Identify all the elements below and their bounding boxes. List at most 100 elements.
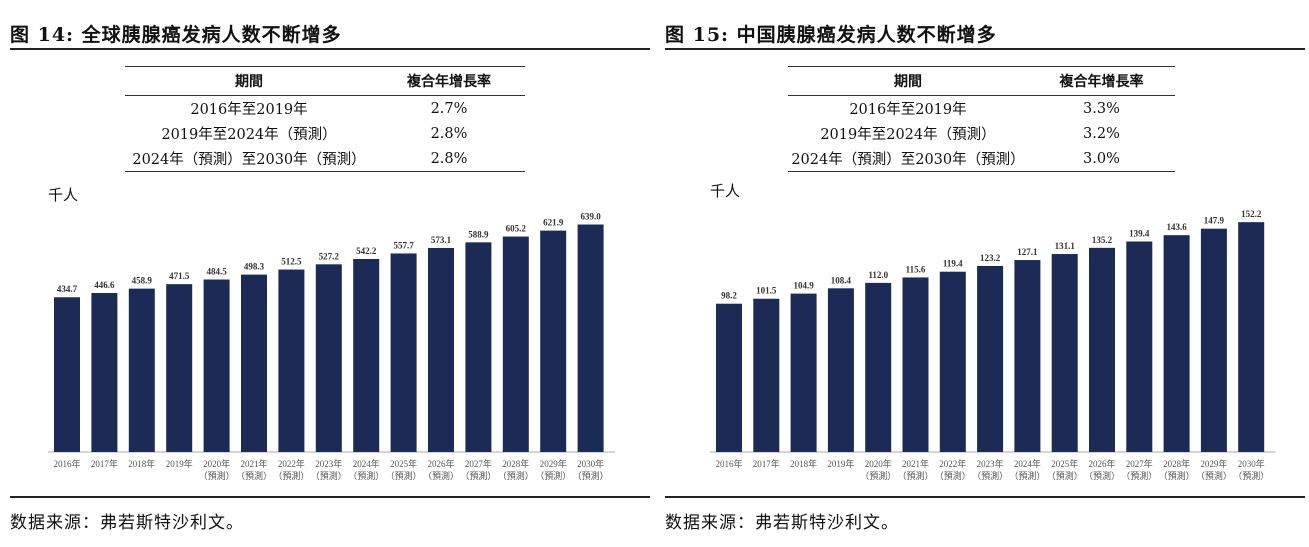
x-tick-label: 2029年 [540, 458, 567, 469]
cell: 2016年至2019年 [849, 102, 967, 118]
data-label: 108.4 [831, 275, 852, 285]
x-tick-label: 2024年 [353, 458, 380, 469]
x-tick-note: （預測） [935, 470, 971, 481]
x-tick-label: 2022年 [278, 458, 305, 469]
data-label: 143.6 [1166, 222, 1187, 232]
figure-title: 图 15: 中国胰腺癌发病人数不断增多 [665, 24, 997, 46]
x-tick-label: 2023年 [315, 458, 342, 469]
data-label: 498.3 [244, 262, 265, 272]
cell: 3.0% [1027, 146, 1175, 172]
bar [128, 288, 155, 452]
bar [540, 230, 567, 452]
bar [315, 264, 342, 452]
x-tick-note: （預測） [311, 470, 347, 481]
bar [939, 271, 966, 452]
x-tick-note: （預測） [1159, 470, 1195, 481]
x-tick-note: （預測） [1121, 470, 1157, 481]
x-tick-note: （預測） [1047, 470, 1083, 481]
x-tick-note: （預測） [386, 470, 422, 481]
bar [1238, 222, 1265, 452]
x-tick-label: 2016年 [715, 458, 742, 469]
bar [91, 293, 118, 452]
cell: 2024年（預測）至2030年（預測） [125, 146, 373, 172]
bar-chart: 98.2 2016年 101.5 2017年 104.9 2018年 108.4 2019年 1… [710, 209, 1276, 481]
col-header: 期間 [788, 66, 1028, 96]
x-tick-label: 2018年 [128, 458, 155, 469]
data-label: 639.0 [580, 212, 601, 222]
data-label: 115.6 [906, 264, 926, 274]
cell: 2.8% [430, 125, 468, 142]
data-label: 123.2 [980, 253, 1001, 263]
col-header: 複合年增長率 [373, 66, 525, 96]
figure-15: 图 15: 中国胰腺癌发病人数不断增多 期間 複合年增長率 2016年至2019年… [665, 0, 1305, 547]
x-tick-label: 2025年 [1051, 458, 1078, 469]
x-tick-label: 2020年 [865, 458, 892, 469]
bar [166, 284, 193, 452]
bar [1200, 228, 1227, 452]
bar [716, 303, 742, 452]
data-label: 147.9 [1204, 216, 1225, 226]
bar [902, 277, 929, 452]
bar [1014, 260, 1041, 452]
bar [753, 298, 780, 452]
data-label: 542.2 [356, 246, 377, 256]
bar [827, 288, 854, 452]
cell: 2016年至2019年 [190, 102, 308, 118]
x-tick-label: 2019年 [166, 458, 193, 469]
figure-title: 图 14: 全球胰腺癌发病人数不断增多 [10, 24, 342, 46]
figure-14: 图 14: 全球胰腺癌发病人数不断增多 期間 複合年增長率 2016年至2019年… [10, 0, 650, 547]
source-rule [665, 496, 1305, 498]
bar [278, 269, 305, 452]
cell: 2019年至2024年（預測） [161, 127, 337, 143]
x-tick-label: 2023年 [977, 458, 1004, 469]
x-tick-label: 2030年 [577, 458, 604, 469]
x-tick-label: 2019年 [827, 458, 854, 469]
cagr-table: 期間 複合年增長率 2016年至2019年 2.7% 2019年至2024年（預測）… [125, 66, 525, 172]
x-tick-note: （預測） [460, 470, 496, 481]
unit-label: 千人 [48, 186, 79, 204]
x-tick-label: 2024年 [1014, 458, 1041, 469]
x-tick-label: 2016年 [53, 458, 80, 469]
x-tick-label: 2026年 [427, 458, 454, 469]
data-label: 446.6 [94, 280, 115, 290]
x-tick-note: （預測） [199, 470, 235, 481]
x-tick-note: （預測） [423, 470, 459, 481]
bar [390, 253, 417, 452]
x-tick-note: （預測） [1233, 470, 1269, 481]
x-tick-note: （預測） [573, 470, 609, 481]
x-tick-note: （預測） [897, 470, 933, 481]
bar [1126, 241, 1153, 452]
source-note: 数据来源：弗若斯特沙利文。 [10, 513, 244, 533]
x-tick-label: 2027年 [1126, 458, 1153, 469]
x-tick-label: 2017年 [91, 458, 118, 469]
data-label: 605.2 [506, 224, 527, 234]
data-label: 471.5 [169, 271, 190, 281]
title-rule [665, 48, 1305, 50]
bar [865, 282, 892, 452]
x-tick-label: 2028年 [502, 458, 529, 469]
bar [977, 265, 1004, 452]
cell: 3.2% [1083, 125, 1120, 142]
data-label: 98.2 [721, 291, 737, 301]
bar [428, 247, 454, 452]
x-tick-note: （預測） [860, 470, 896, 481]
data-label: 104.9 [793, 281, 814, 291]
data-label: 101.5 [756, 286, 777, 296]
x-tick-label: 2017年 [753, 458, 780, 469]
data-label: 135.2 [1092, 235, 1113, 245]
col-header: 複合年增長率 [1027, 66, 1175, 96]
data-label: 588.9 [468, 229, 489, 239]
data-label: 484.5 [206, 267, 227, 277]
cagr-table: 期間 複合年增長率 2016年至2019年 3.3% 2019年至2024年（預測）… [788, 66, 1175, 172]
unit-label: 千人 [710, 182, 741, 200]
data-label: 112.0 [868, 270, 888, 280]
x-tick-label: 2025年 [390, 458, 417, 469]
x-tick-note: （預測） [498, 470, 534, 481]
source-rule [10, 496, 650, 498]
bar [353, 258, 380, 452]
x-tick-label: 2021年 [902, 458, 929, 469]
cell: 3.3% [1083, 100, 1120, 117]
data-label: 139.4 [1129, 229, 1150, 239]
cell: 2019年至2024年（預測） [820, 127, 996, 143]
x-tick-label: 2028年 [1163, 458, 1190, 469]
